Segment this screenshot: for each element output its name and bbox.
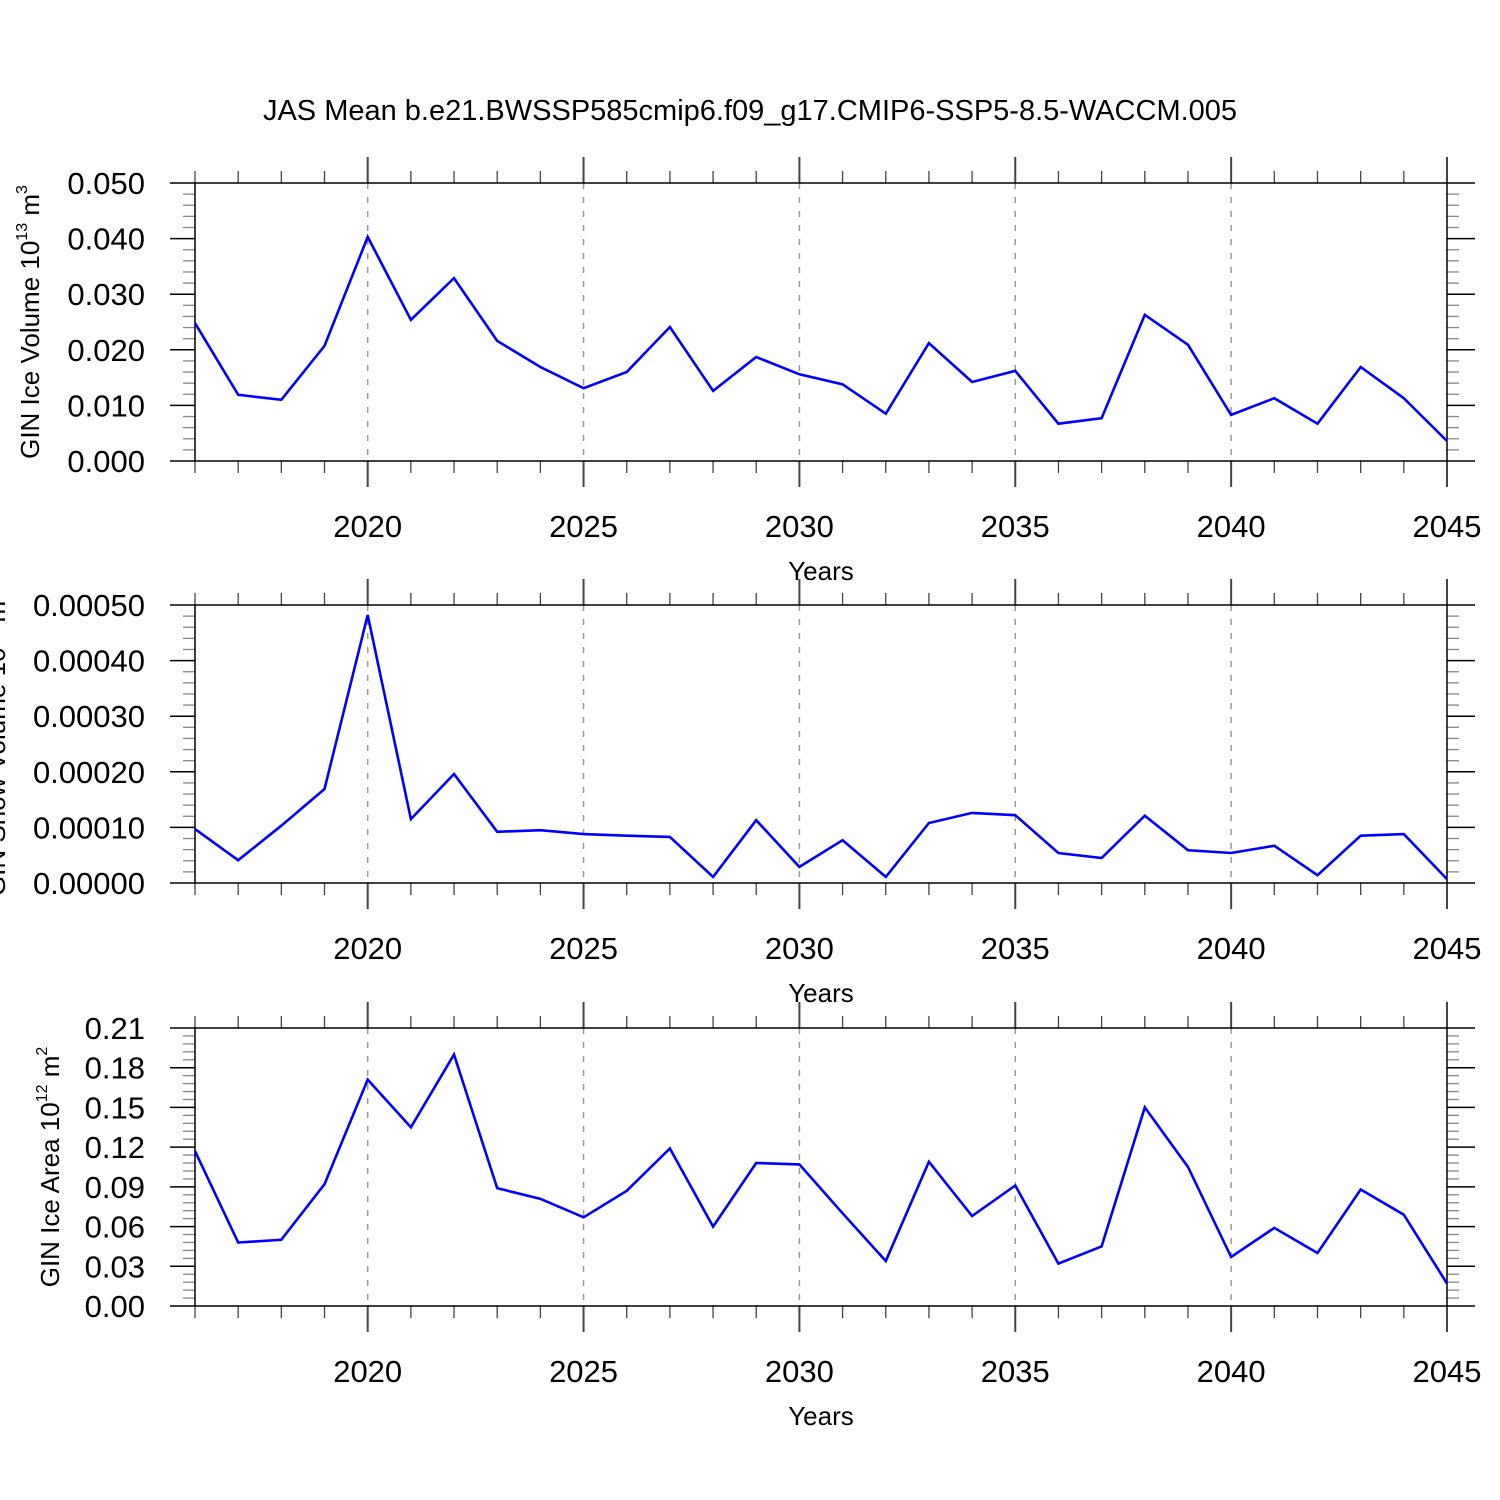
y-tick-label: 0.00030	[33, 699, 145, 734]
y-tick-label: 0.030	[67, 277, 145, 312]
y-tick-label: 0.020	[67, 333, 145, 368]
y-label-text: GIN Snow Volume 10	[0, 648, 11, 897]
x-tick-label: 2025	[549, 1354, 618, 1389]
y-tick-label: 0.010	[67, 388, 145, 423]
y-label-text: GIN Ice Volume 10	[15, 241, 45, 459]
y-label-unit-exponent: 3	[14, 185, 31, 194]
y-tick-label: 0.040	[67, 222, 145, 257]
x-tick-label: 2035	[981, 1354, 1050, 1389]
y-tick-label: 0.00010	[33, 810, 145, 845]
plot-frame	[194, 1027, 1448, 1307]
x-tick-label: 2020	[333, 1354, 402, 1389]
x-axis-label: Years	[788, 1401, 854, 1431]
y-label-unit: m	[15, 194, 45, 223]
x-axis-label: Years	[788, 978, 854, 1008]
data-line	[194, 614, 1448, 881]
panel-2: 0.00000 0.00010 0.00020 0.00030 0.00040 0.000…	[0, 579, 1481, 1008]
y-label-unit-exponent: 2	[34, 1047, 51, 1056]
x-tick-label: 2020	[333, 509, 402, 544]
data-line	[193, 1051, 1449, 1285]
y-label-exponent: 13	[14, 223, 31, 241]
y-tick-label: 0.00000	[33, 866, 145, 901]
x-axis-label: Years	[788, 556, 854, 586]
y-tick-label: 0.18	[85, 1051, 145, 1086]
y-label-text: GIN Ice Area 10	[35, 1102, 65, 1287]
y-tick-label: 0.15	[85, 1090, 145, 1125]
y-label-unit: m	[35, 1056, 65, 1085]
y-tick-label: 0.03	[85, 1249, 145, 1284]
y-tick-label: 0.00050	[33, 588, 145, 623]
x-tick-label: 2030	[765, 1354, 834, 1389]
y-tick-label: 0.050	[67, 166, 145, 201]
y-tick-label: 0.06	[85, 1210, 145, 1245]
data-line	[193, 233, 1448, 442]
y-tick-label: 0.21	[85, 1011, 145, 1046]
x-tick-label: 2025	[549, 931, 618, 966]
x-tick-label: 2030	[765, 931, 834, 966]
y-tick-label: 0.00	[85, 1289, 145, 1324]
y-axis-label: GIN Ice Volume 1013 m3	[14, 185, 45, 459]
plot-frame	[194, 604, 1448, 884]
y-tick-label: 0.000	[67, 444, 145, 479]
y-tick-label: 0.12	[85, 1130, 145, 1165]
chart-title: JAS Mean b.e21.BWSSP585cmip6.f09_g17.CMI…	[263, 95, 1237, 127]
panel-1: 0.000 0.010 0.020 0.030 0.040 0.050 2020 2025 20…	[14, 157, 1481, 586]
y-tick-label: 0.00040	[33, 644, 145, 679]
x-tick-label: 2020	[333, 931, 402, 966]
y-label-unit: m	[0, 601, 11, 630]
plot-frame	[194, 182, 1448, 462]
x-tick-label: 2035	[981, 509, 1050, 544]
x-tick-label: 2025	[549, 509, 618, 544]
x-tick-label: 2045	[1413, 509, 1482, 544]
x-tick-label: 2045	[1413, 1354, 1482, 1389]
y-label-exponent: 12	[34, 1084, 51, 1102]
x-tick-label: 2030	[765, 509, 834, 544]
x-tick-label: 2035	[981, 931, 1050, 966]
x-tick-label: 2040	[1197, 509, 1266, 544]
panel-3: 0.00 0.03 0.06 0.09 0.12 0.15 0.18 0.21 2020 2025…	[34, 1002, 1481, 1431]
y-axis-label: GIN Snow Volume 1013 m3	[0, 592, 11, 896]
y-tick-label: 0.09	[85, 1170, 145, 1205]
x-tick-label: 2045	[1413, 931, 1482, 966]
y-axis-label: GIN Ice Area 1012 m2	[34, 1047, 65, 1288]
x-tick-label: 2040	[1197, 1354, 1266, 1389]
x-tick-label: 2040	[1197, 931, 1266, 966]
y-tick-label: 0.00020	[33, 755, 145, 790]
